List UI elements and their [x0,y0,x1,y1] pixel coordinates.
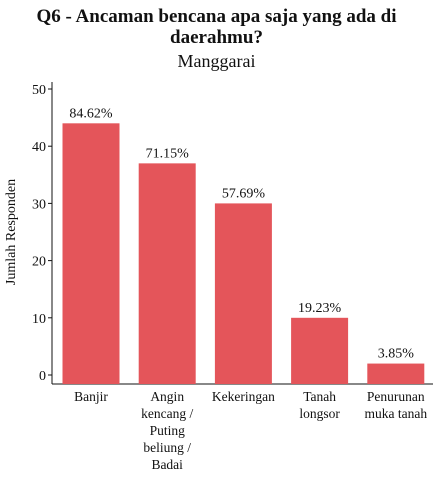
y-tick-label: 30 [32,197,46,212]
x-tick-label: Badai [151,457,183,472]
chart-title-text: Q6 - Ancaman bencana apa saja yang ada d… [36,6,397,48]
chart-subtitle: Manggarai [177,51,256,71]
x-tick-label: Penurunan [367,389,425,404]
bars [62,123,425,384]
y-tick-label: 0 [39,369,46,384]
bar-data-label: 84.62% [69,106,113,121]
y-tick-label: 10 [32,312,46,327]
y-tick-label: 50 [32,83,46,98]
y-tick-label: 40 [32,140,46,155]
x-tick-label: beliung / [143,440,191,455]
labels: 84.62% Banjir 71.15% Angin kencang / Puting be… [69,106,427,472]
bar-data-label: 71.15% [146,146,190,161]
x-tick-label: Kekeringan [212,389,275,404]
bar [138,163,196,384]
bar [214,203,272,384]
x-tick-label: Puting [150,423,186,438]
chart-title: Q6 - Ancaman bencana apa saja yang ada d… [0,6,433,48]
x-tick-label: muka tanah [364,406,427,421]
bar-data-label: 19.23% [298,301,342,316]
bar [62,123,120,384]
x-tick-label: Angin [150,389,184,404]
x-tick-label: kencang / [141,406,193,421]
y-tick-label: 20 [32,255,46,270]
x-tick-label: Tanah [303,389,336,404]
bar [367,363,425,384]
y-axis-label: Jumlah Responden [4,179,19,285]
bar-data-label: 3.85% [378,347,415,362]
bar [291,317,349,384]
x-tick-label: Banjir [74,389,108,404]
x-tick-label: longsor [299,406,340,421]
bar-data-label: 57.69% [222,186,266,201]
